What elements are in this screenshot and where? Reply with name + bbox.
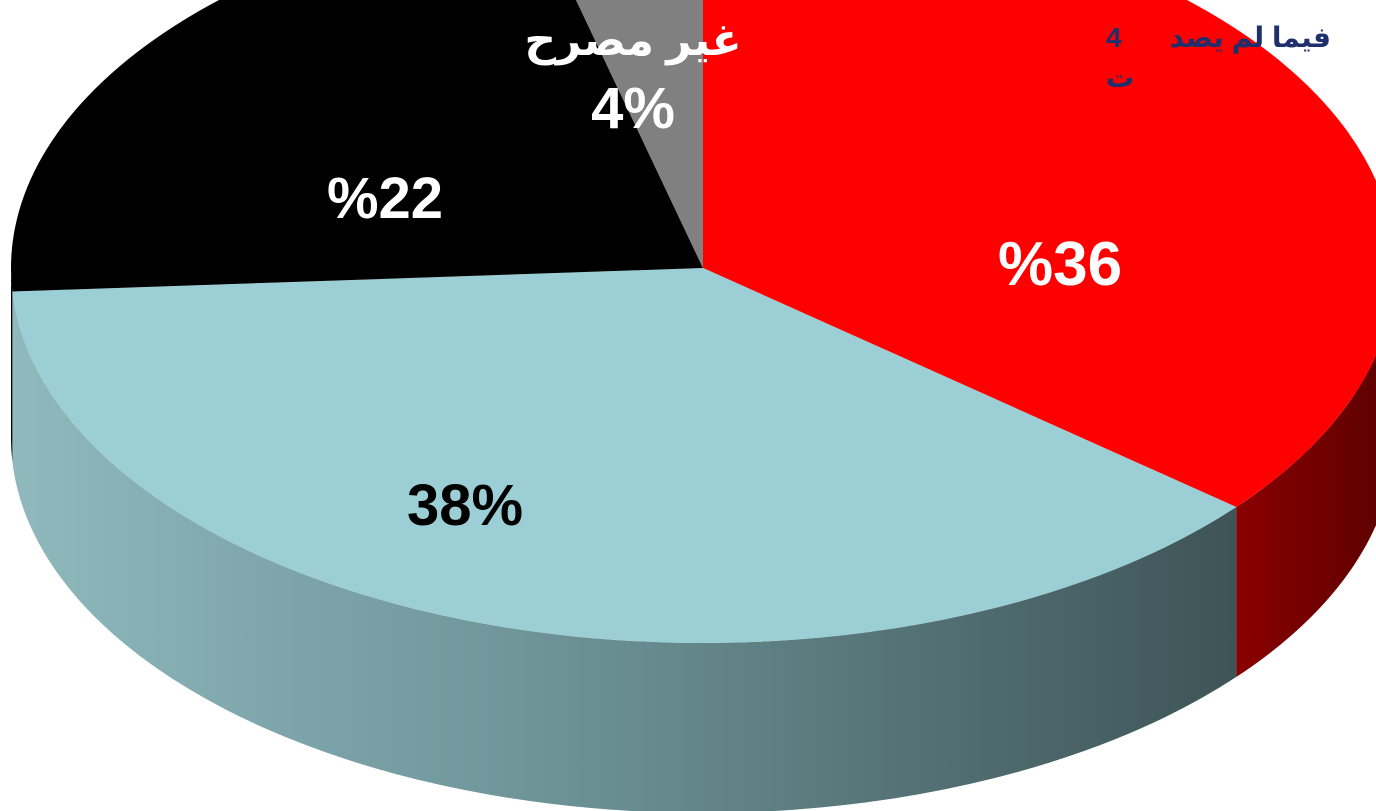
pie-slices	[11, 0, 1376, 643]
pie-slice-3	[576, 0, 703, 268]
pie-side-2	[11, 268, 13, 462]
corner-note: فيما لم يصد 4 ت	[1106, 18, 1376, 98]
pie-slice-1	[12, 268, 1237, 643]
pie-label-0: %36	[998, 230, 1122, 299]
corner-note-line-1: فيما لم يصد 4	[1106, 18, 1376, 58]
corner-note-number: 4	[1106, 22, 1122, 53]
corner-note-text-2: ت	[1106, 62, 1135, 93]
pie-labels: %36 38% %22 4% غير مصرح	[327, 16, 1122, 538]
pie-label-1: 38%	[407, 473, 523, 538]
pie-side-1	[12, 291, 1237, 811]
corner-note-line-2: ت	[1106, 58, 1376, 98]
pie-slice-2	[11, 0, 703, 292]
corner-note-text-1: فيما لم يصد	[1169, 22, 1331, 53]
pie-name-3: غير مصرح	[524, 16, 741, 66]
pie-side-0	[1236, 355, 1376, 678]
pie-label-3: 4%	[591, 76, 675, 141]
pie-side-walls	[11, 268, 1376, 811]
pie-label-2: %22	[327, 166, 443, 231]
pie-slice-0	[703, 0, 1376, 508]
